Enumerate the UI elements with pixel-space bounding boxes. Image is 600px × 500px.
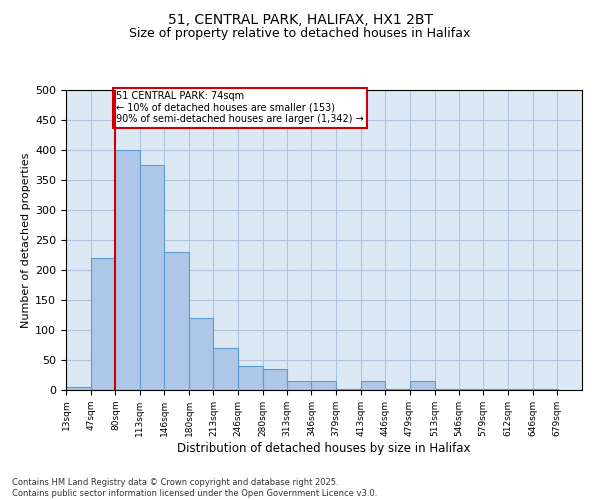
Bar xyxy=(459,389,483,390)
Bar xyxy=(483,389,508,390)
Bar xyxy=(140,165,164,390)
Bar xyxy=(361,381,385,390)
Bar xyxy=(263,369,287,390)
Bar xyxy=(287,381,311,390)
Bar xyxy=(164,252,189,390)
Bar xyxy=(533,389,557,390)
Bar xyxy=(115,150,140,390)
Bar xyxy=(385,389,410,390)
Bar xyxy=(214,348,238,390)
Bar xyxy=(336,389,361,390)
Text: 51 CENTRAL PARK: 74sqm
← 10% of detached houses are smaller (153)
90% of semi-de: 51 CENTRAL PARK: 74sqm ← 10% of detached… xyxy=(116,91,364,124)
Bar xyxy=(434,389,459,390)
Bar xyxy=(66,387,91,390)
Bar xyxy=(311,381,336,390)
Bar xyxy=(410,381,434,390)
Bar xyxy=(238,366,263,390)
Text: 51, CENTRAL PARK, HALIFAX, HX1 2BT: 51, CENTRAL PARK, HALIFAX, HX1 2BT xyxy=(167,12,433,26)
Y-axis label: Number of detached properties: Number of detached properties xyxy=(21,152,31,328)
Bar xyxy=(508,389,533,390)
Bar xyxy=(91,258,115,390)
Text: Size of property relative to detached houses in Halifax: Size of property relative to detached ho… xyxy=(130,28,470,40)
Bar xyxy=(189,318,214,390)
Text: Contains HM Land Registry data © Crown copyright and database right 2025.
Contai: Contains HM Land Registry data © Crown c… xyxy=(12,478,377,498)
X-axis label: Distribution of detached houses by size in Halifax: Distribution of detached houses by size … xyxy=(177,442,471,454)
